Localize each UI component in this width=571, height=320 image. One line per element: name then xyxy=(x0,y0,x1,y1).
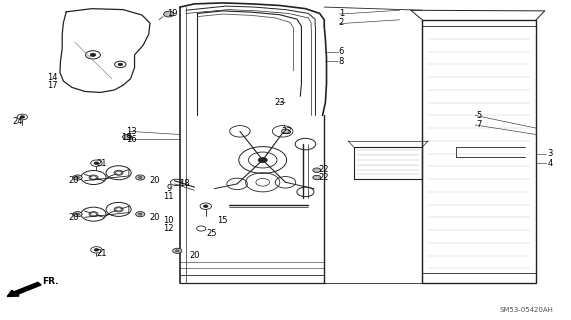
Text: 24: 24 xyxy=(13,117,23,126)
Text: 20: 20 xyxy=(149,213,160,222)
Circle shape xyxy=(172,248,182,253)
Text: 1: 1 xyxy=(339,9,344,18)
Text: 3: 3 xyxy=(548,149,553,158)
Text: 17: 17 xyxy=(47,81,57,90)
Text: 9: 9 xyxy=(166,184,171,193)
Text: 21: 21 xyxy=(97,159,107,168)
Circle shape xyxy=(76,177,79,179)
Circle shape xyxy=(203,205,208,207)
Text: 20: 20 xyxy=(69,213,79,222)
FancyArrow shape xyxy=(7,282,41,297)
Text: SM53-05420AH: SM53-05420AH xyxy=(500,308,553,313)
Circle shape xyxy=(313,175,321,180)
Circle shape xyxy=(94,162,99,164)
Circle shape xyxy=(164,11,174,17)
Text: 22: 22 xyxy=(319,165,329,174)
Circle shape xyxy=(91,176,96,179)
Text: 25: 25 xyxy=(206,229,217,238)
Circle shape xyxy=(123,134,132,140)
Circle shape xyxy=(116,208,122,211)
Text: 10: 10 xyxy=(163,216,174,225)
Text: 20: 20 xyxy=(69,176,79,185)
Text: 13: 13 xyxy=(126,127,137,136)
Text: 4: 4 xyxy=(548,159,553,168)
Text: 8: 8 xyxy=(339,57,344,66)
Text: 7: 7 xyxy=(476,120,482,130)
Circle shape xyxy=(91,212,96,216)
Circle shape xyxy=(136,175,145,180)
Text: 15: 15 xyxy=(218,216,228,225)
Text: 2: 2 xyxy=(339,19,344,28)
Text: 12: 12 xyxy=(163,224,174,233)
Circle shape xyxy=(282,129,289,133)
Circle shape xyxy=(89,212,98,217)
Text: 23: 23 xyxy=(275,98,285,107)
Circle shape xyxy=(90,53,96,56)
Circle shape xyxy=(138,213,142,215)
Circle shape xyxy=(76,213,79,215)
Circle shape xyxy=(175,250,179,252)
Text: 20: 20 xyxy=(189,251,200,260)
Circle shape xyxy=(136,212,145,217)
Circle shape xyxy=(94,249,99,251)
Circle shape xyxy=(118,63,123,66)
Circle shape xyxy=(258,157,267,163)
Text: 19: 19 xyxy=(120,133,131,142)
Text: FR.: FR. xyxy=(42,277,58,286)
Circle shape xyxy=(73,175,82,180)
Circle shape xyxy=(114,170,123,175)
Text: 22: 22 xyxy=(319,173,329,182)
Text: 21: 21 xyxy=(97,250,107,259)
Circle shape xyxy=(73,212,82,217)
Text: 16: 16 xyxy=(126,135,137,144)
Circle shape xyxy=(89,175,98,180)
Circle shape xyxy=(138,177,142,179)
Text: 5: 5 xyxy=(477,111,482,120)
Text: 19: 19 xyxy=(167,9,178,18)
Text: 14: 14 xyxy=(47,73,57,82)
Circle shape xyxy=(313,168,321,172)
Circle shape xyxy=(116,171,122,174)
Circle shape xyxy=(114,207,123,212)
Circle shape xyxy=(20,116,25,118)
Text: 20: 20 xyxy=(149,176,160,185)
Text: 23: 23 xyxy=(282,127,292,136)
Text: 18: 18 xyxy=(179,180,190,188)
Text: 11: 11 xyxy=(163,192,174,201)
Text: 6: 6 xyxy=(339,47,344,56)
